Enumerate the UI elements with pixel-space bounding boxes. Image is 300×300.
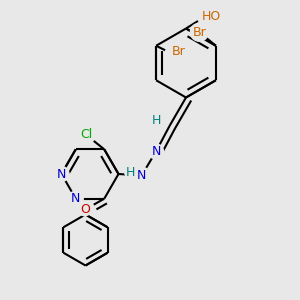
Circle shape bbox=[202, 7, 221, 26]
Text: Br: Br bbox=[193, 26, 206, 39]
Circle shape bbox=[151, 115, 161, 126]
Circle shape bbox=[54, 167, 69, 182]
Text: HO: HO bbox=[202, 10, 221, 23]
Circle shape bbox=[190, 23, 208, 41]
Text: N: N bbox=[151, 145, 161, 158]
Circle shape bbox=[133, 167, 150, 184]
Text: Br: Br bbox=[172, 45, 185, 58]
Circle shape bbox=[79, 127, 94, 142]
Text: O: O bbox=[80, 203, 90, 216]
Text: N: N bbox=[137, 169, 146, 182]
Circle shape bbox=[125, 167, 136, 178]
Text: H: H bbox=[125, 166, 135, 179]
Circle shape bbox=[78, 202, 92, 216]
Text: N: N bbox=[71, 192, 80, 205]
Text: N: N bbox=[57, 167, 66, 181]
Circle shape bbox=[68, 191, 83, 206]
Text: H: H bbox=[151, 114, 161, 127]
Circle shape bbox=[169, 43, 188, 61]
Text: Cl: Cl bbox=[80, 128, 92, 141]
Circle shape bbox=[148, 144, 164, 159]
